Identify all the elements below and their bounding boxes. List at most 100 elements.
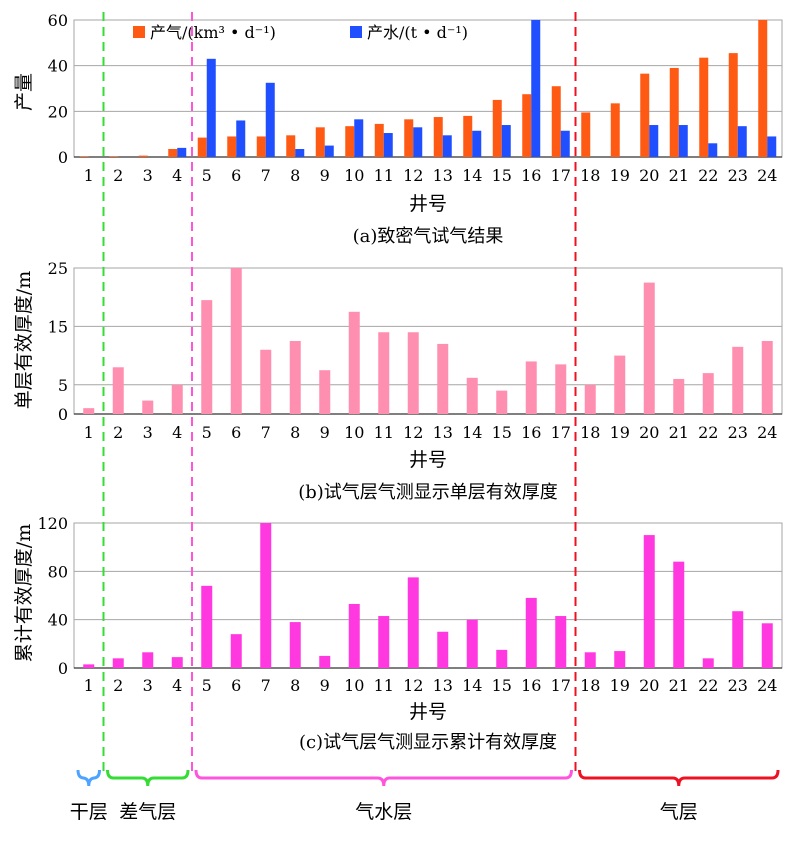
bar-water (501, 125, 511, 157)
bar-water (295, 149, 305, 157)
bar-value (289, 622, 301, 668)
bar-gas (433, 117, 443, 157)
x-tick-label: 22 (698, 166, 718, 185)
bar-value (437, 343, 449, 414)
zone-bracket (578, 769, 780, 787)
panel-b-bars (83, 268, 773, 414)
bar-value (643, 535, 655, 668)
y-tick-label: 40 (48, 57, 68, 76)
x-tick-label: 19 (610, 166, 630, 185)
legend-swatch-water (350, 26, 362, 38)
bar-gas (404, 119, 414, 157)
bar-water (383, 133, 393, 157)
zone-bracket (194, 769, 573, 787)
x-tick-label: 4 (172, 423, 182, 442)
bar-value (732, 346, 744, 414)
x-tick-label: 23 (728, 423, 748, 442)
bar-water (560, 130, 570, 157)
x-tick-label: 4 (172, 676, 182, 695)
x-tick-label: 8 (290, 676, 300, 695)
bar-gas (197, 137, 207, 157)
bar-value (584, 384, 596, 414)
x-tick-label: 1 (84, 166, 94, 185)
bar-value (289, 341, 301, 414)
x-tick-label: 19 (610, 423, 630, 442)
bar-water (649, 125, 659, 157)
x-tick-label: 9 (320, 166, 330, 185)
x-tick-label: 5 (202, 676, 212, 695)
zone-label: 干层 (70, 801, 108, 823)
x-tick-label: 4 (172, 166, 182, 185)
bar-value (171, 657, 183, 668)
bar-value (378, 616, 390, 668)
x-tick-label: 3 (143, 166, 153, 185)
bar-gas (345, 126, 355, 157)
bar-gas (551, 86, 561, 157)
x-tick-label: 15 (492, 423, 512, 442)
x-tick-label: 7 (261, 423, 271, 442)
x-tick-label: 24 (757, 423, 777, 442)
x-tick-label: 8 (290, 166, 300, 185)
bar-water (177, 147, 187, 157)
x-tick-label: 8 (290, 423, 300, 442)
bar-value (348, 603, 360, 668)
bar-value (142, 400, 154, 414)
panel-c-caption: (c)试气层气测显示累计有效厚度 (299, 732, 557, 753)
x-tick-label: 11 (374, 166, 394, 185)
bar-value (348, 311, 360, 414)
bar-gas (315, 127, 325, 157)
bar-gas (492, 99, 502, 157)
x-tick-label: 23 (728, 676, 748, 695)
bar-gas (463, 115, 473, 157)
bar-gas (610, 103, 620, 157)
x-tick-label: 24 (757, 676, 777, 695)
x-tick-label: 20 (639, 423, 659, 442)
panel-a-y-ticks: 0 20 40 60 (48, 11, 68, 167)
bar-water (767, 136, 777, 157)
bar-value (112, 658, 124, 668)
bar-value (260, 523, 272, 668)
x-tick-label: 9 (320, 423, 330, 442)
x-tick-label: 18 (580, 423, 600, 442)
x-tick-label: 3 (143, 423, 153, 442)
bar-gas (256, 136, 266, 157)
bar-gas (640, 73, 650, 157)
panel-a-xlabel: 井号 (409, 193, 447, 215)
bar-gas (669, 67, 679, 157)
panel-b-x-ticks: 1 2 3 4 5 6 7 8 9 10 11 12 13 14 15 16 17 18 19 20 21 22 23 24 (84, 423, 778, 442)
zone-label: 差气层 (119, 801, 176, 823)
x-tick-label: 14 (462, 166, 482, 185)
bar-value (319, 370, 331, 414)
bar-water (678, 125, 688, 157)
bar-gas (581, 112, 591, 157)
panel-a-x-ticks: 1 2 3 4 5 6 7 8 9 10 11 12 13 14 15 16 17 18 19 20 21 22 23 24 (84, 166, 778, 185)
bar-gas (79, 156, 89, 157)
y-tick-label: 0 (58, 148, 68, 167)
x-tick-label: 13 (433, 423, 453, 442)
panel-b-xlabel: 井号 (409, 449, 447, 471)
bar-value (407, 332, 419, 414)
bar-gas (699, 57, 709, 157)
bar-gas (758, 20, 768, 157)
bar-value (112, 367, 124, 414)
x-tick-label: 14 (462, 423, 482, 442)
x-tick-label: 16 (521, 423, 541, 442)
bar-gas (374, 123, 384, 157)
bar-value (378, 332, 390, 414)
zone-bracket (76, 769, 101, 787)
x-tick-label: 10 (344, 166, 364, 185)
bar-value (702, 373, 714, 414)
zone-brackets: 干层 差气层 气水层 气层 (70, 769, 780, 823)
bar-value (525, 597, 537, 668)
x-tick-label: 9 (320, 676, 330, 695)
x-tick-label: 14 (462, 676, 482, 695)
x-tick-label: 20 (639, 166, 659, 185)
bar-value (466, 377, 478, 414)
x-tick-label: 5 (202, 423, 212, 442)
x-tick-label: 17 (551, 166, 571, 185)
bar-value (83, 408, 95, 414)
bar-water (206, 58, 216, 157)
zone-bracket (106, 769, 190, 787)
